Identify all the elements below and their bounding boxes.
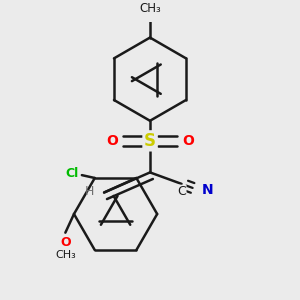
Text: N: N (202, 183, 213, 196)
Text: C: C (177, 185, 186, 198)
Text: Cl: Cl (66, 167, 79, 180)
Text: CH₃: CH₃ (139, 2, 161, 15)
Text: O: O (60, 236, 71, 248)
Text: CH₃: CH₃ (55, 250, 76, 260)
Text: S: S (144, 132, 156, 150)
Text: H: H (85, 184, 94, 198)
Text: O: O (106, 134, 118, 148)
Text: O: O (182, 134, 194, 148)
